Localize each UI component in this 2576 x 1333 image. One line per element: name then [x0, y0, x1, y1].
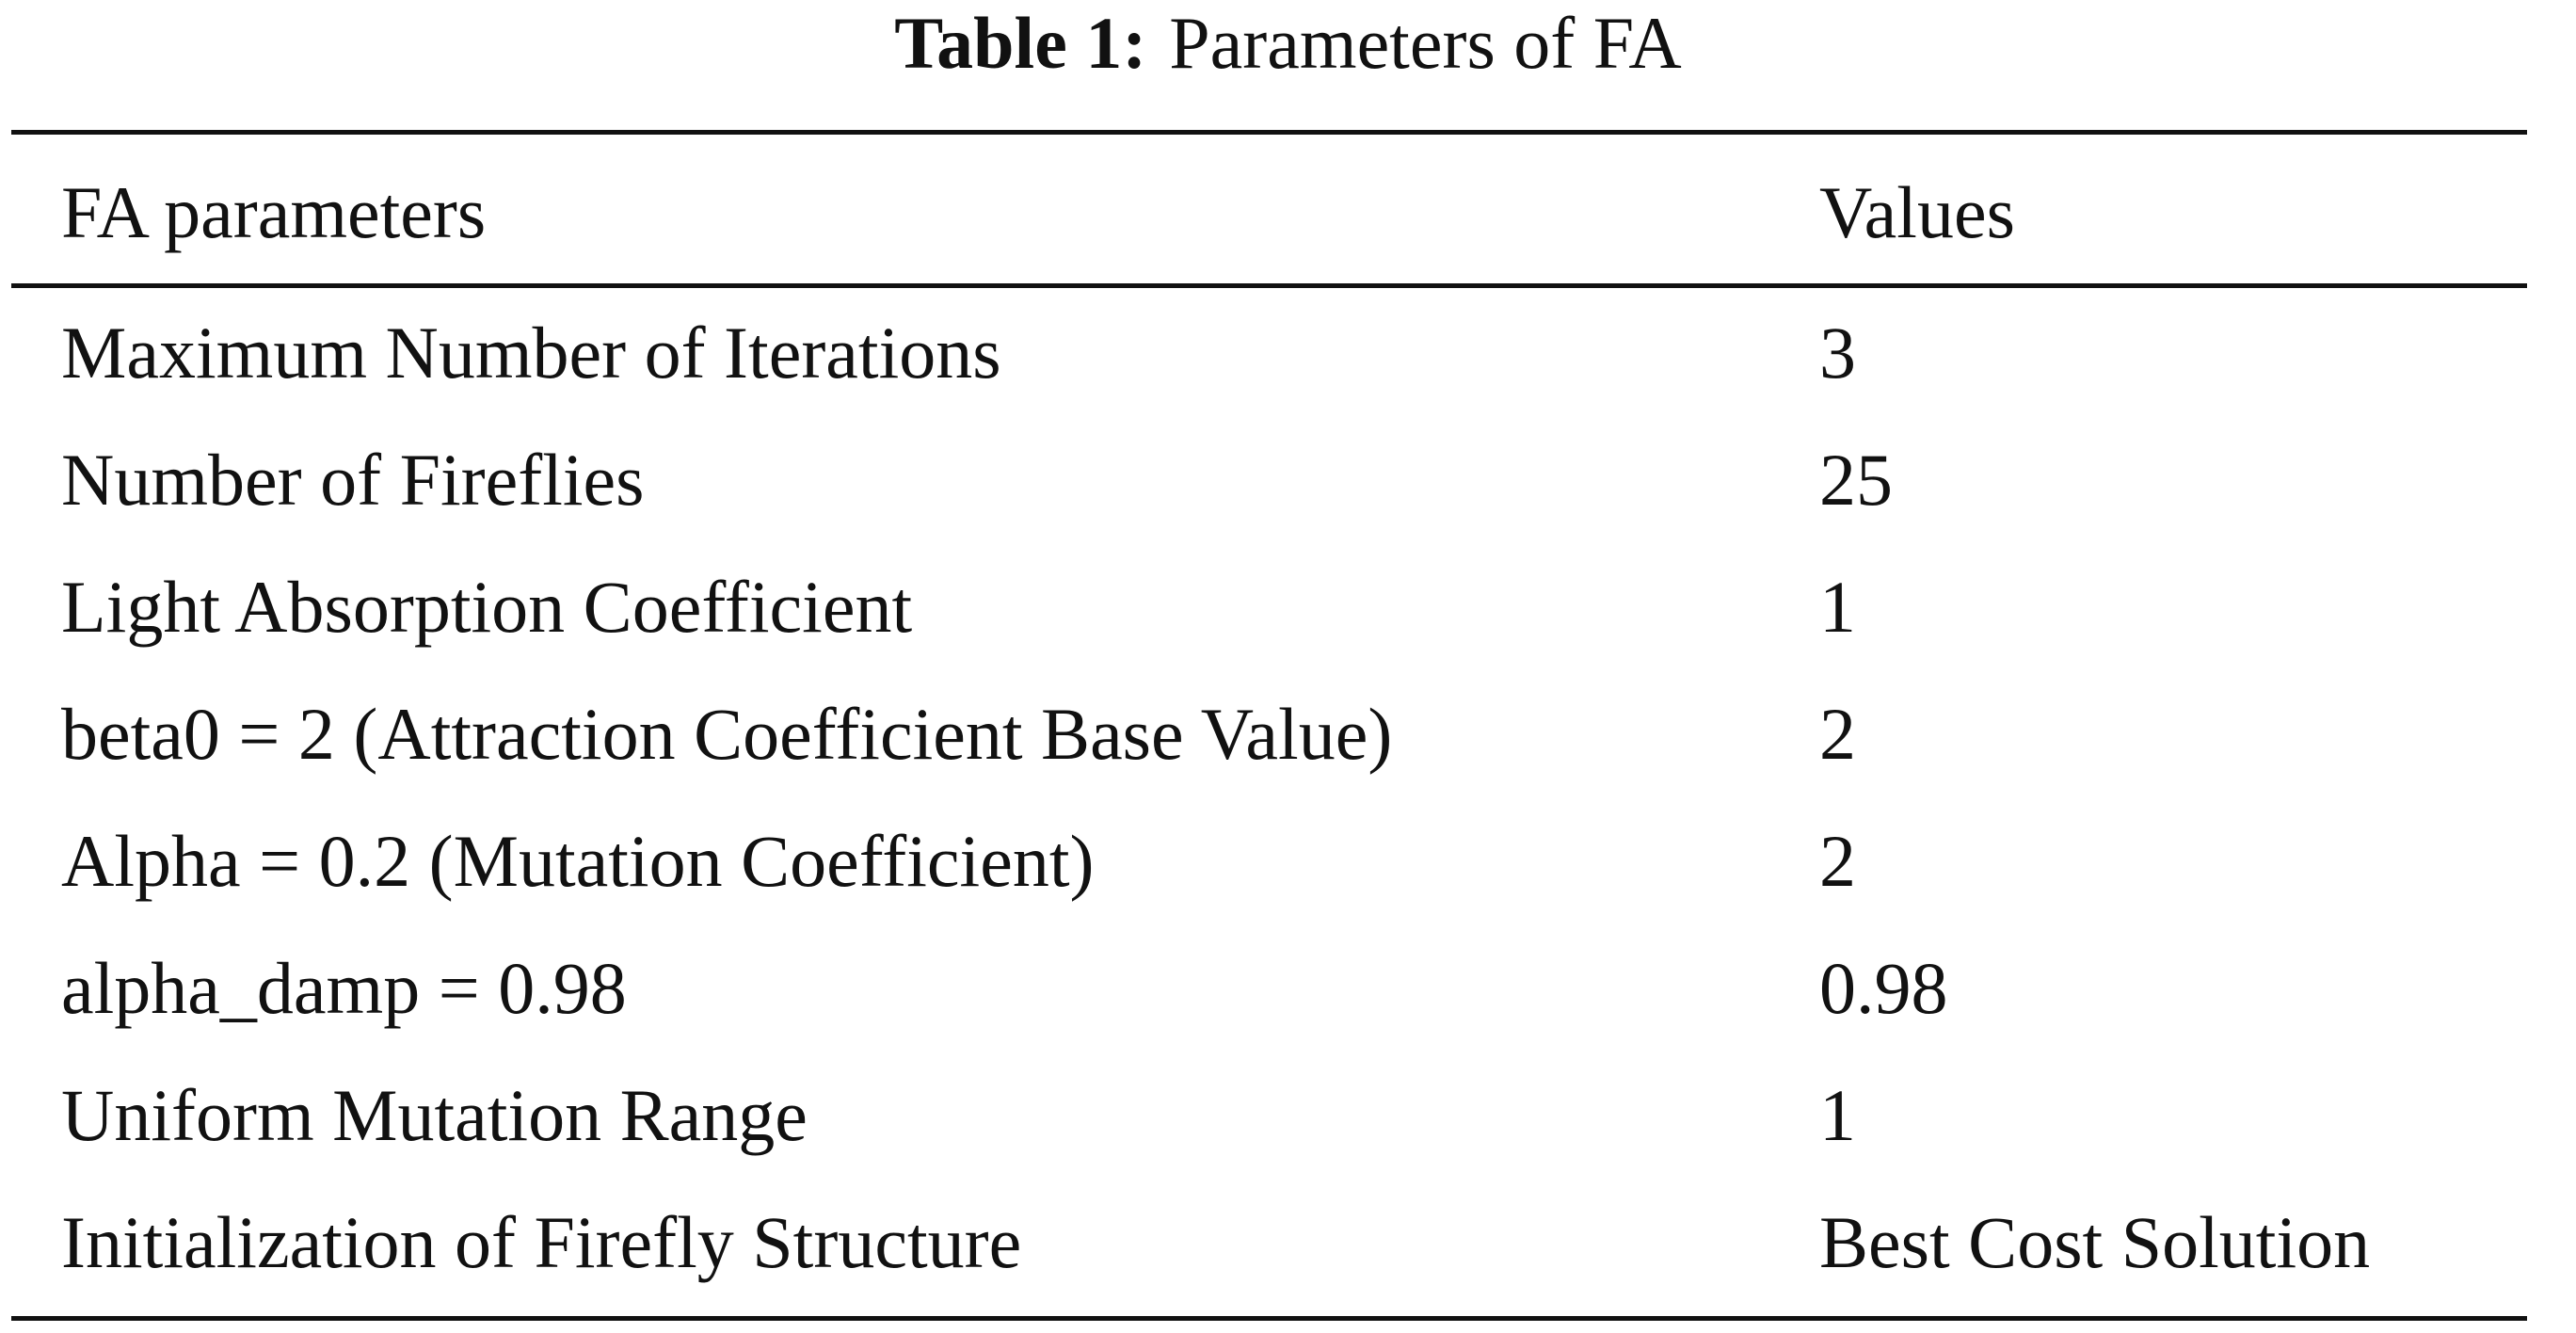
value-cell: 2 — [1819, 693, 1856, 775]
param-cell: Initialization of Firefly Structure — [61, 1201, 1022, 1283]
table-row: Light Absorption Coefficient 1 — [0, 570, 2576, 697]
param-cell: Alpha = 0.2 (Mutation Coefficient) — [61, 820, 1095, 902]
table-body: Maximum Number of Iterations 3 Number of… — [0, 288, 2576, 1316]
header-values: Values — [1819, 171, 2015, 253]
table-row: Uniform Mutation Range 1 — [0, 1079, 2576, 1205]
table-row: Initialization of Firefly Structure Best… — [0, 1206, 2576, 1332]
table-caption: Table 1: Parameters of FA — [0, 0, 2576, 87]
table-caption-title: Parameters of FA — [1169, 2, 1682, 84]
table-row: alpha_damp = 0.98 0.98 — [0, 952, 2576, 1078]
value-cell: 25 — [1819, 439, 1893, 521]
value-cell: 2 — [1819, 820, 1856, 902]
param-cell: alpha_damp = 0.98 — [61, 947, 627, 1029]
header-fa-parameters: FA parameters — [61, 171, 487, 253]
table-bottom-rule — [11, 1316, 2527, 1321]
param-cell: Maximum Number of Iterations — [61, 312, 1001, 393]
param-cell: beta0 = 2 (Attraction Coefficient Base V… — [61, 693, 1393, 775]
table-row: Number of Fireflies 25 — [0, 443, 2576, 570]
table-row: Maximum Number of Iterations 3 — [0, 316, 2576, 442]
param-cell: Number of Fireflies — [61, 439, 645, 521]
value-cell: 0.98 — [1819, 947, 1948, 1029]
table-header-row: FA parameters Values — [0, 135, 2576, 283]
table-row: beta0 = 2 (Attraction Coefficient Base V… — [0, 698, 2576, 824]
value-cell: Best Cost Solution — [1819, 1201, 2371, 1283]
value-cell: 3 — [1819, 312, 1856, 393]
table-header-rule — [11, 283, 2527, 288]
value-cell: 1 — [1819, 1074, 1856, 1156]
param-cell: Light Absorption Coefficient — [61, 566, 913, 648]
table-row: Alpha = 0.2 (Mutation Coefficient) 2 — [0, 825, 2576, 951]
table-caption-label: Table 1: — [894, 2, 1147, 84]
param-cell: Uniform Mutation Range — [61, 1074, 808, 1156]
value-cell: 1 — [1819, 566, 1856, 648]
table-top-rule — [11, 130, 2527, 135]
